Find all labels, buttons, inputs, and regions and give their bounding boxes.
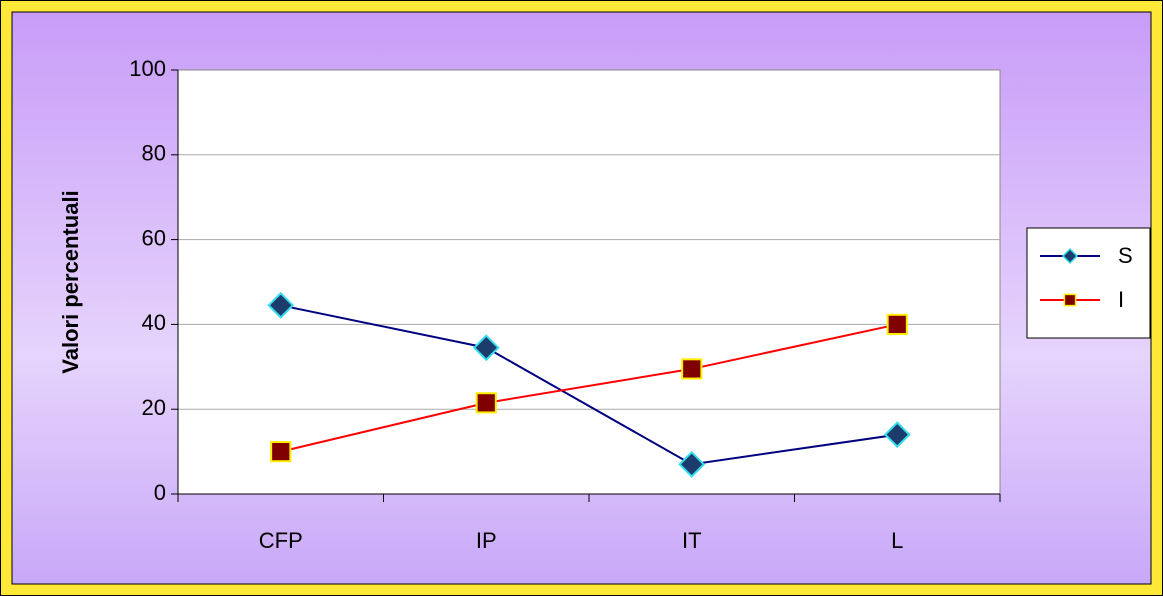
marker [475,392,497,414]
y-tick-label: 20 [142,395,166,420]
marker [270,441,292,463]
legend-label: S [1118,243,1133,268]
x-tick-label: IT [682,528,702,553]
y-tick-label: 80 [142,141,166,166]
x-tick-label: CFP [259,528,303,553]
y-tick-label: 40 [142,310,166,335]
x-tick-label: L [891,528,903,553]
y-tick-label: 100 [129,56,166,81]
plot-area [177,69,1001,495]
y-tick-label: 60 [142,225,166,250]
marker [1061,247,1079,265]
marker [472,334,500,362]
marker [1063,293,1077,307]
series-line [280,323,898,453]
marker [678,450,706,478]
marker [883,421,911,449]
marker [886,313,908,335]
series-line [280,304,898,466]
x-tick-label: IP [476,528,497,553]
legend-label: I [1118,287,1124,312]
y-axis-label: Valori percentuali [58,190,83,373]
marker [681,358,703,380]
y-tick-label: 0 [154,480,166,505]
marker [267,291,295,319]
legend [1026,227,1151,339]
